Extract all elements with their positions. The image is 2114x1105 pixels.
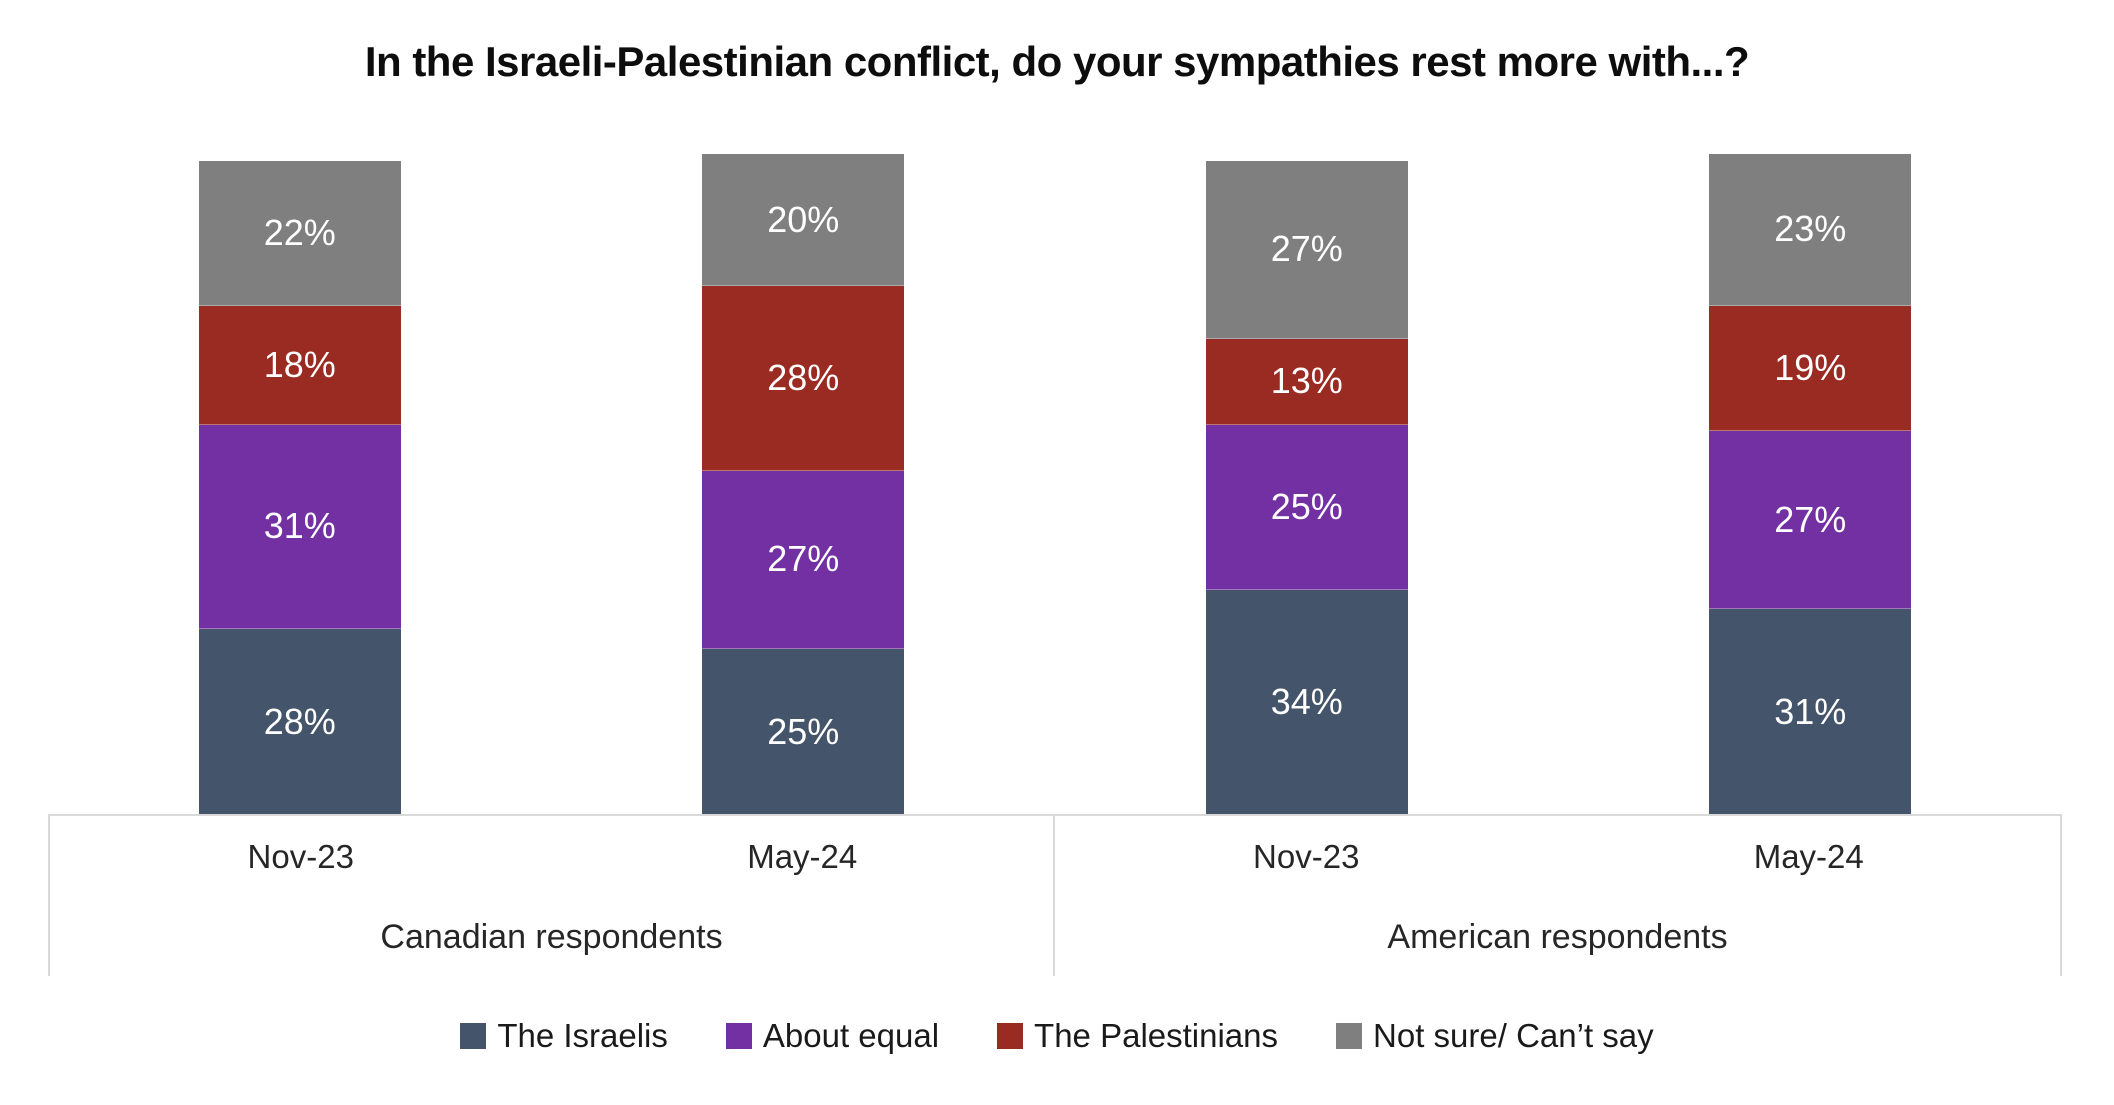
segment-label: 25% [1270,485,1343,527]
segment-the-palestinians: 28% [702,286,905,471]
legend-swatch-icon [460,1023,487,1049]
segment-the-israelis: 34% [1205,589,1408,814]
segment-about-equal: 27% [702,470,905,649]
segment-label: 13% [1270,360,1343,402]
legend-label: The Israelis [497,1017,668,1054]
legend-swatch-icon [997,1023,1024,1049]
segment-label: 31% [263,505,336,547]
axis-group-label-canadian: Canadian respondents [380,917,723,956]
segment-label: 19% [1774,347,1847,389]
legend-item-about-equal: About equal [725,1017,940,1055]
segment-label: 27% [1270,228,1343,270]
legend-label: Not sure/ Can’t say [1373,1017,1654,1054]
bar-slot: 34% 25% 13% 27% [1055,154,1559,814]
segment-about-equal: 31% [198,424,401,630]
segment-about-equal: 25% [1205,424,1408,590]
month-row: Nov-23 May-24 [1055,816,2060,898]
segment-not-sure: 23% [1709,154,1912,306]
segment-label: 20% [767,198,840,240]
segment-not-sure: 20% [702,154,905,287]
segment-the-israelis: 25% [702,649,905,814]
chart-title: In the Israeli-Palestinian conflict, do … [364,38,1750,85]
segment-the-israelis: 28% [198,629,401,814]
axis-group-canadian: Nov-23 May-24 Canadian respondents [48,816,1055,976]
segment-label: 25% [767,710,840,752]
segment-not-sure: 27% [1205,160,1408,339]
legend-item-the-palestinians: The Palestinians [997,1017,1278,1055]
axis-label-nov23: Nov-23 [1253,838,1360,875]
segment-label: 31% [1774,690,1847,732]
segment-the-palestinians: 19% [1709,305,1912,432]
legend-swatch-icon [725,1023,752,1049]
axis-group-american: Nov-23 May-24 American respondents [1055,816,2062,976]
axis-label-may24: May-24 [747,838,858,875]
axis-group-label-american: American respondents [1387,917,1728,956]
segment-about-equal: 27% [1709,431,1912,610]
legend-label: About equal [762,1017,940,1054]
bar-canadian-nov23: 28% 31% 18% 22% [198,160,401,814]
plot-area: 28% 31% 18% 22% 25% 27% [48,154,2062,814]
bar-american-may24: 31% 27% 19% 23% [1709,154,1912,814]
segment-label: 27% [767,538,840,580]
segment-the-palestinians: 13% [1205,338,1408,425]
legend-item-the-israelis: The Israelis [460,1017,668,1055]
bar-american-nov23: 34% 25% 13% 27% [1205,160,1408,814]
bar-slot: 25% 27% 28% 20% [552,154,1056,814]
segment-label: 18% [263,343,336,385]
bar-slot: 31% 27% 19% 23% [1559,154,2063,814]
legend-item-not-sure: Not sure/ Can’t say [1336,1017,1654,1055]
segment-label: 22% [263,211,336,253]
category-axis: Nov-23 May-24 Canadian respondents Nov-2… [48,814,2062,976]
bar-slot: 28% 31% 18% 22% [48,154,552,814]
segment-the-israelis: 31% [1709,609,1912,814]
axis-label-may24: May-24 [1753,838,1864,875]
legend-label: The Palestinians [1034,1017,1279,1054]
segment-label: 23% [1774,208,1847,250]
segment-label: 28% [263,700,336,742]
segment-the-palestinians: 18% [198,305,401,425]
segment-label: 34% [1270,680,1343,722]
month-row: Nov-23 May-24 [50,816,1053,898]
segment-label: 28% [767,356,840,398]
axis-label-nov23: Nov-23 [247,838,354,875]
segment-not-sure: 22% [198,160,401,306]
bar-canadian-may24: 25% 27% 28% 20% [702,154,905,814]
legend-swatch-icon [1336,1023,1363,1049]
segment-label: 27% [1774,498,1847,540]
legend: The Israelis About equal The Palestinian… [0,1012,2114,1060]
